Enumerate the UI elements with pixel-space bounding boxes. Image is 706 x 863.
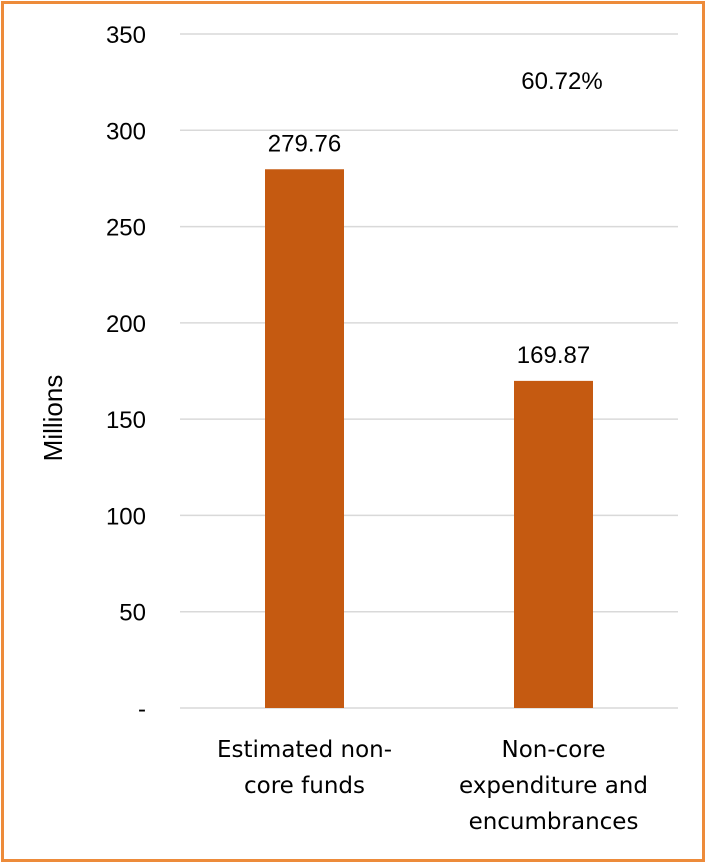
- x-category-label: expenditure and: [459, 773, 648, 799]
- y-axis-title: Millions: [38, 375, 68, 462]
- y-tick-label: 50: [119, 600, 146, 627]
- y-tick-label: 200: [106, 311, 146, 338]
- x-category-label: encumbrances: [469, 809, 639, 835]
- bar-value-label: 169.87: [517, 342, 590, 369]
- x-axis-categories: Estimated non-core funds Non-core expendit…: [217, 737, 648, 835]
- y-tick-label: 250: [106, 215, 146, 242]
- x-category-label: Estimated non-: [217, 737, 392, 763]
- y-axis-ticks: - 50 100 150 200 250 300 350: [106, 22, 146, 723]
- y-tick-label: 150: [106, 407, 146, 434]
- x-category-label: Non-core: [502, 737, 606, 763]
- data-labels: 279.76 169.87: [268, 130, 590, 369]
- gridlines: [180, 33, 678, 709]
- y-tick-label: 350: [106, 22, 146, 49]
- y-tick-label: 100: [106, 503, 146, 530]
- bar: [514, 380, 593, 708]
- bar: [265, 169, 344, 708]
- bar-value-label: 279.76: [268, 130, 341, 157]
- percentage-annotation: 60.72%: [521, 68, 602, 95]
- x-category-label: core funds: [244, 773, 365, 799]
- bars: [265, 169, 593, 708]
- y-tick-label: 300: [106, 118, 146, 145]
- y-tick-label: -: [138, 696, 146, 723]
